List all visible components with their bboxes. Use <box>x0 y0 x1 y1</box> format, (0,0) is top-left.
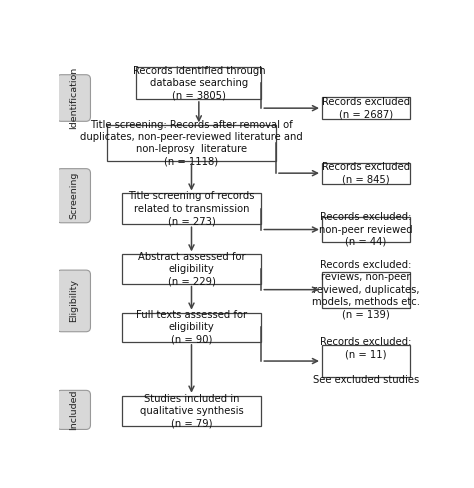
Bar <box>137 67 261 99</box>
Text: Abstract assessed for
eligibility
(n = 229): Abstract assessed for eligibility (n = 2… <box>137 252 246 286</box>
Text: Title screening of records
related to transmission
(n = 273): Title screening of records related to tr… <box>128 191 255 226</box>
Text: Full texts assessed for
eligibility
(n = 90): Full texts assessed for eligibility (n =… <box>136 310 247 345</box>
Text: Studies included in
qualitative synthesis
(n = 79): Studies included in qualitative synthesi… <box>140 394 243 428</box>
Text: Records excluded:
(n = 11)

See excluded studies: Records excluded: (n = 11) See excluded … <box>313 337 419 385</box>
Text: Included: Included <box>69 389 78 430</box>
Text: Identification: Identification <box>69 67 78 129</box>
Bar <box>122 193 261 224</box>
Text: Records excluded
(n = 2687): Records excluded (n = 2687) <box>322 97 410 120</box>
Bar <box>322 217 410 242</box>
Bar <box>122 254 261 284</box>
Bar <box>122 396 261 427</box>
Text: Records identified through
database searching
(n = 3805): Records identified through database sear… <box>133 65 265 101</box>
FancyBboxPatch shape <box>57 169 91 223</box>
Bar <box>322 97 410 119</box>
Bar <box>322 163 410 183</box>
FancyBboxPatch shape <box>57 270 91 332</box>
Text: Records excluded
(n = 845): Records excluded (n = 845) <box>322 162 410 184</box>
Text: Records excluded:
reviews, non-peer
reviewed, duplicates,
models, methods etc.
(: Records excluded: reviews, non-peer revi… <box>312 260 420 320</box>
Bar <box>322 345 410 377</box>
Text: Records excluded:
non-peer reviewed
(n = 44): Records excluded: non-peer reviewed (n =… <box>319 212 413 247</box>
FancyBboxPatch shape <box>57 390 91 429</box>
Text: Title screening: Records after removal of
duplicates, non-peer-reviewed literatu: Title screening: Records after removal o… <box>80 120 303 167</box>
Text: Eligibility: Eligibility <box>69 280 78 323</box>
Bar <box>122 313 261 342</box>
FancyBboxPatch shape <box>57 75 91 122</box>
Text: Screening: Screening <box>69 172 78 220</box>
Bar <box>322 272 410 307</box>
Bar <box>107 125 276 161</box>
